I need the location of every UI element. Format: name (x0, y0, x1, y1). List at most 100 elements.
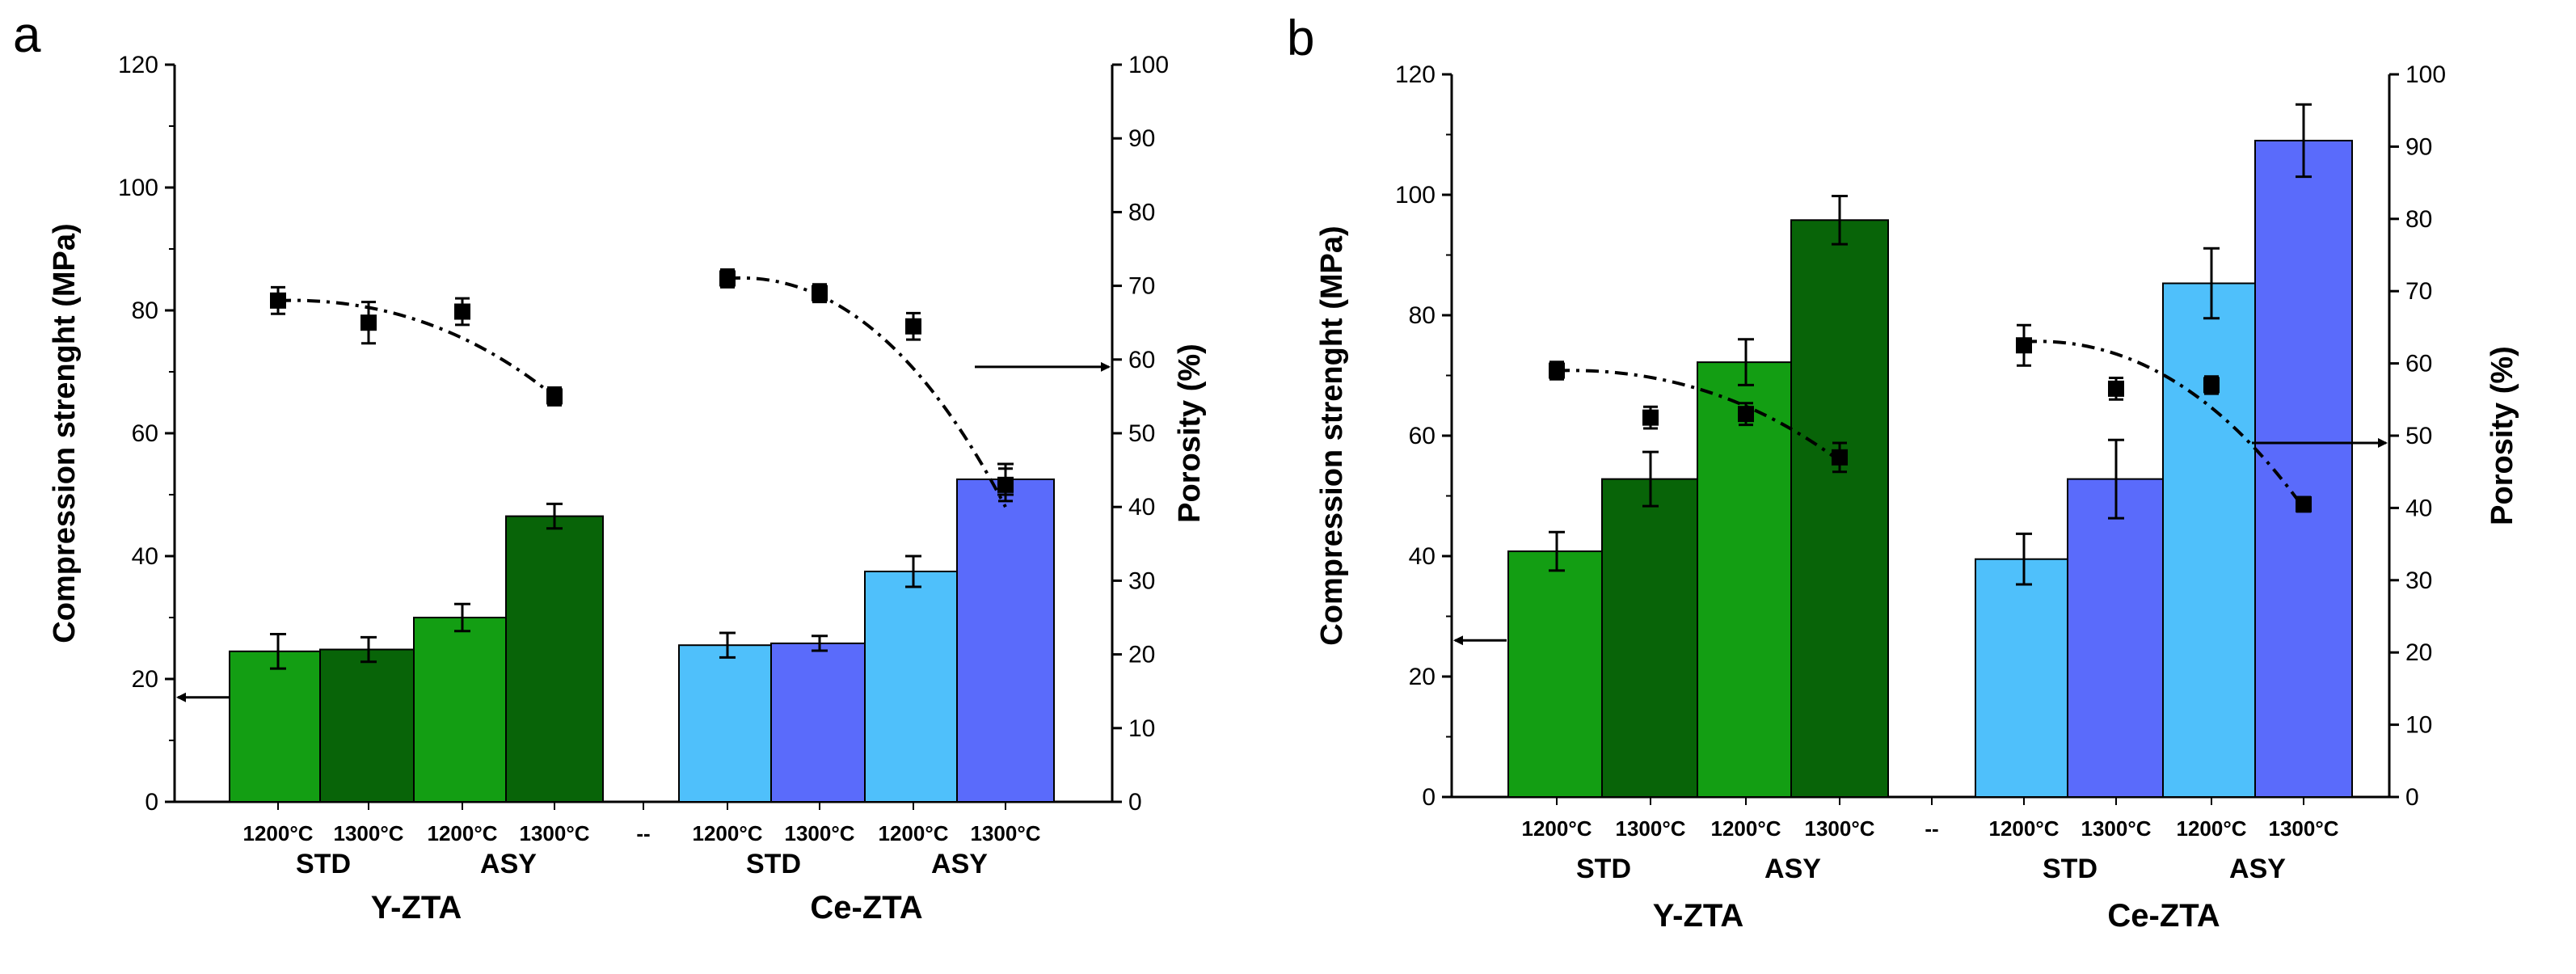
x-category-label: -- (1925, 816, 1938, 841)
porosity-point (905, 318, 921, 335)
right-tick-label: 10 (2405, 712, 2432, 739)
right-tick-label: 10 (1128, 715, 1155, 742)
panel-label: b (1287, 11, 1314, 66)
porosity-point (454, 303, 470, 320)
x-category-label: -- (636, 821, 650, 845)
family-label: Ce-ZTA (2107, 898, 2220, 934)
right-axis-title: Porosity (%) (1173, 344, 1207, 523)
x-category-label: 1300°C (519, 821, 589, 845)
right-tick-label: 60 (2405, 351, 2432, 377)
porosity-point (719, 270, 736, 287)
x-category-label: 1300°C (1615, 816, 1685, 841)
right-tick-label: 50 (2405, 423, 2432, 449)
strength-bar (505, 515, 604, 803)
group-label: ASY (480, 849, 537, 879)
left-axis-title: Compression strenght (MPa) (1315, 226, 1349, 645)
porosity-trend-line (1556, 369, 1841, 462)
left-tick-label: 0 (1422, 784, 1436, 811)
family-label: Y-ZTA (1653, 898, 1744, 934)
group-label: STD (746, 849, 801, 879)
right-tick-label: 70 (2405, 278, 2432, 305)
right-tick-label: 100 (1128, 52, 1169, 78)
left-tick-label: 0 (145, 789, 158, 816)
right-tick-label: 0 (2405, 784, 2419, 811)
group-label: STD (2043, 854, 2097, 884)
strength-bar (770, 642, 869, 803)
panel-a-chart: a 0 20 40 60 80 100 120 0 10 20 30 40 50 60 70 80 90 100 Co… (13, 7, 1207, 926)
right-tick-label: 50 (1128, 420, 1155, 447)
porosity-point (2203, 377, 2220, 394)
left-tick-label: 20 (132, 666, 158, 693)
porosity-point (270, 292, 286, 309)
right-tick-label: 80 (2405, 206, 2432, 233)
left-tick-label: 80 (1409, 302, 1436, 329)
group-label: ASY (2229, 854, 2286, 884)
x-category-label: 1200°C (242, 821, 313, 845)
right-tick-label: 0 (1128, 789, 1142, 816)
left-tick-label: 100 (118, 175, 158, 201)
strength-bar (678, 644, 777, 803)
x-category-label: 1300°C (2081, 816, 2151, 841)
left-tick-label: 120 (1395, 61, 1436, 88)
x-category-label: 1200°C (2176, 816, 2246, 841)
porosity-point (1832, 449, 1848, 466)
x-category-label: 1200°C (427, 821, 497, 845)
x-category-label: 1200°C (692, 821, 762, 845)
left-axis-title: Compression strenght (MPa) (48, 223, 82, 643)
strength-bar (864, 571, 963, 803)
group-label: ASY (931, 849, 988, 879)
strength-bar (956, 479, 1055, 803)
porosity-point (812, 285, 828, 301)
left-tick-label: 100 (1395, 182, 1436, 209)
porosity-point (360, 314, 377, 331)
porosity-trend-line (727, 276, 1007, 508)
left-tick-label: 40 (132, 543, 158, 570)
porosity-point (2016, 337, 2032, 354)
strength-bar (2067, 478, 2165, 798)
x-category-label: 1300°C (970, 821, 1040, 845)
porosity-point (997, 476, 1014, 493)
x-category-label: 1200°C (1521, 816, 1592, 841)
strength-bar (2162, 282, 2261, 798)
x-category-label: 1300°C (333, 821, 403, 845)
strength-bar (1697, 361, 1795, 798)
left-tick-label: 60 (1409, 423, 1436, 449)
left-tick-label: 40 (1409, 543, 1436, 570)
strength-bar (1790, 219, 1889, 799)
strength-bar (319, 648, 418, 803)
porosity-point (1549, 362, 1565, 379)
x-category-label: 1200°C (878, 821, 948, 845)
x-category-label: 1200°C (1710, 816, 1781, 841)
right-tick-label: 40 (1128, 494, 1155, 521)
left-tick-label: 60 (132, 420, 158, 447)
porosity-trend-line (2023, 339, 2305, 509)
strength-bar (413, 617, 512, 803)
x-category-label: 1300°C (1804, 816, 1874, 841)
strength-bar (2254, 139, 2353, 798)
right-tick-label: 40 (2405, 495, 2432, 521)
family-label: Y-ZTA (371, 890, 462, 926)
strength-bar (1601, 478, 1700, 798)
porosity-trend-line (277, 298, 556, 398)
right-tick-label: 100 (2405, 61, 2446, 88)
right-tick-label: 70 (1128, 273, 1155, 300)
porosity-point (546, 388, 563, 405)
right-tick-label: 60 (1128, 347, 1155, 373)
porosity-point (1642, 409, 1659, 426)
strength-bar (1975, 558, 2073, 798)
right-tick-label: 20 (1128, 642, 1155, 668)
group-label: STD (296, 849, 351, 879)
x-category-label: 1300°C (784, 821, 854, 845)
family-label: Ce-ZTA (810, 890, 922, 926)
porosity-point (2296, 495, 2312, 512)
right-tick-label: 30 (1128, 567, 1155, 594)
x-category-label: 1300°C (2268, 816, 2338, 841)
x-category-label: 1200°C (1988, 816, 2059, 841)
right-axis-title: Porosity (%) (2485, 346, 2519, 525)
left-tick-label: 20 (1409, 664, 1436, 690)
right-tick-label: 30 (2405, 567, 2432, 594)
strength-bar (229, 650, 327, 803)
right-tick-label: 90 (1128, 125, 1155, 152)
group-label: STD (1576, 854, 1631, 884)
